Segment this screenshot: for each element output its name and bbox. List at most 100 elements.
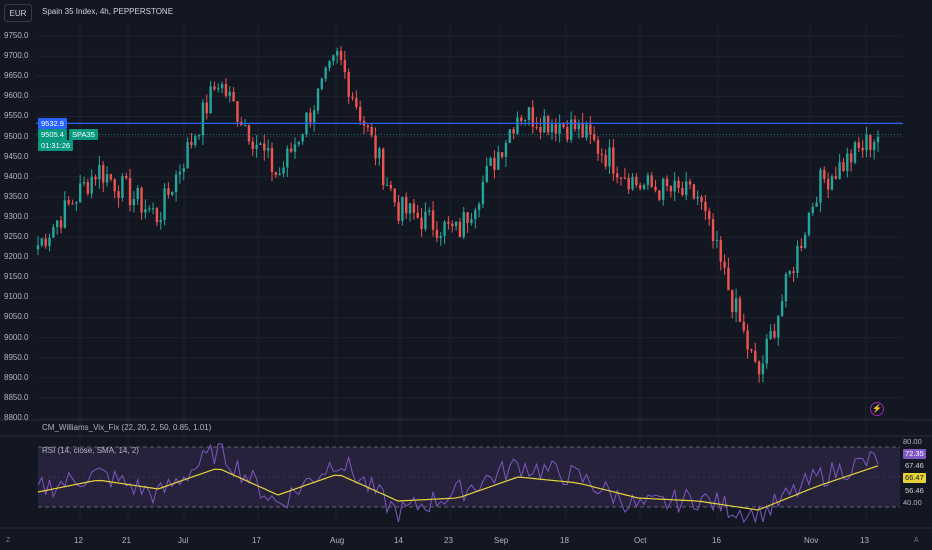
candle-down	[435, 229, 439, 238]
candle-down	[700, 196, 703, 202]
candle-down	[224, 83, 228, 96]
candle-down	[638, 184, 642, 189]
vix-fix-label[interactable]: CM_Williams_Vix_Fix (22, 20, 2, 50, 0.85…	[42, 423, 212, 432]
candle-up	[201, 102, 205, 136]
candle-down	[742, 321, 745, 331]
candle-down	[466, 212, 469, 224]
candle-up	[197, 135, 201, 137]
candle-down	[358, 106, 362, 121]
candle-up	[585, 124, 588, 138]
candle-down	[823, 169, 826, 180]
candle-up	[278, 173, 281, 175]
candle-up	[182, 168, 185, 172]
candle-down	[596, 139, 600, 154]
candle-down	[213, 86, 216, 90]
candle-up	[769, 331, 772, 339]
candle-up	[765, 338, 768, 364]
candle-down	[351, 96, 354, 99]
lightning-icon[interactable]: ⚡	[870, 402, 884, 416]
candle-down	[374, 135, 377, 159]
candle-down	[800, 245, 803, 248]
time-tick-label: 13	[860, 536, 869, 545]
timezone-toggle[interactable]: Z	[6, 537, 11, 544]
candle-down	[420, 217, 423, 229]
candle-up	[734, 298, 738, 313]
candle-up	[132, 199, 136, 206]
candle-up	[550, 124, 554, 133]
candle-down	[861, 147, 864, 151]
candle-up	[335, 50, 339, 56]
candle-up	[454, 221, 458, 227]
candle-up	[788, 271, 791, 275]
candle-down	[719, 240, 722, 262]
candle-up	[163, 188, 166, 221]
candle-down	[451, 223, 454, 227]
candle-down	[167, 188, 170, 195]
candle-up	[266, 148, 270, 151]
candle-up	[52, 227, 55, 238]
candle-up	[424, 211, 427, 229]
price-tick-label: 9600.0	[4, 91, 29, 101]
candle-up	[255, 144, 258, 149]
candle-down	[554, 124, 558, 134]
time-tick-label: 21	[122, 536, 131, 545]
candle-up	[259, 143, 262, 145]
time-tick-label: Jul	[178, 536, 189, 545]
candle-up	[408, 203, 412, 214]
candle-down	[405, 196, 408, 214]
candle-down	[623, 177, 627, 179]
candle-up	[324, 67, 327, 79]
candle-down	[573, 119, 577, 130]
currency-button[interactable]: EUR	[4, 4, 32, 22]
candle-down	[834, 176, 838, 179]
candle-up	[228, 91, 231, 96]
candle-down	[190, 141, 193, 146]
candle-down	[727, 267, 730, 291]
candle-up	[151, 208, 155, 210]
candle-down	[669, 186, 673, 192]
time-tick-label: 16	[712, 536, 721, 545]
candle-up	[48, 237, 51, 247]
price-tick-label: 9150.0	[4, 272, 29, 282]
candle-down	[458, 221, 462, 237]
symbol-tag: SPA35	[69, 129, 98, 140]
candle-up	[777, 316, 780, 338]
candle-up	[36, 245, 40, 250]
candle-up	[312, 110, 316, 123]
candle-up	[527, 107, 531, 121]
candle-down	[309, 112, 312, 123]
candle-down	[94, 176, 97, 180]
price-tick-label: 9400.0	[4, 171, 29, 181]
candle-up	[98, 164, 101, 180]
rsi-lower-tag: 56.46	[903, 486, 926, 496]
rsi-label[interactable]: RSI (14, close, SMA, 14, 2)	[42, 446, 139, 455]
rsi-ma-tag: 66.47	[903, 473, 926, 483]
time-tick-label: Sep	[494, 536, 509, 545]
candle-up	[186, 141, 189, 169]
candle-down	[236, 101, 239, 122]
candle-up	[558, 124, 561, 134]
hline-price-tag: 9532.9	[38, 118, 67, 129]
candle-up	[715, 240, 719, 242]
candle-up	[105, 174, 109, 183]
candle-down	[842, 162, 845, 171]
candle-up	[63, 200, 67, 228]
price-tick-label: 8850.0	[4, 392, 29, 402]
candle-down	[650, 175, 653, 187]
candle-down	[500, 152, 504, 157]
price-tick-label: 8800.0	[4, 413, 29, 422]
candle-down	[109, 174, 113, 180]
candle-down	[125, 175, 128, 179]
candle-up	[608, 147, 611, 167]
candle-up	[673, 180, 676, 192]
rsi-upper-tag: 67.46	[903, 461, 926, 471]
candle-down	[731, 290, 734, 313]
candle-up	[401, 196, 404, 221]
candle-up	[297, 141, 301, 145]
candle-up	[159, 220, 162, 223]
candle-up	[838, 162, 841, 179]
candle-down	[704, 201, 707, 212]
candle-down	[447, 221, 450, 224]
auto-scale-toggle[interactable]: A	[914, 537, 919, 544]
